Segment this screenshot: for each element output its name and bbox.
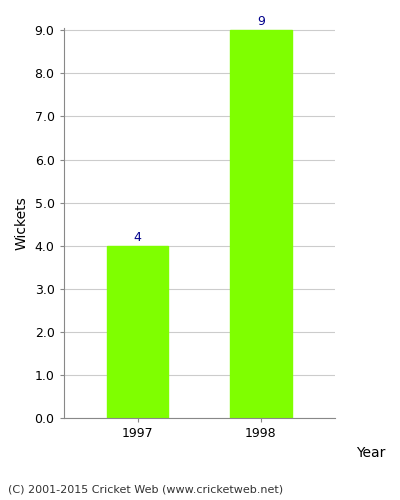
- Bar: [230, 30, 292, 418]
- Y-axis label: Wickets: Wickets: [15, 196, 29, 250]
- Text: 4: 4: [134, 230, 142, 243]
- Bar: [107, 246, 168, 418]
- Text: (C) 2001-2015 Cricket Web (www.cricketweb.net): (C) 2001-2015 Cricket Web (www.cricketwe…: [8, 485, 283, 495]
- Text: 9: 9: [257, 15, 265, 28]
- Text: Year: Year: [356, 446, 385, 460]
